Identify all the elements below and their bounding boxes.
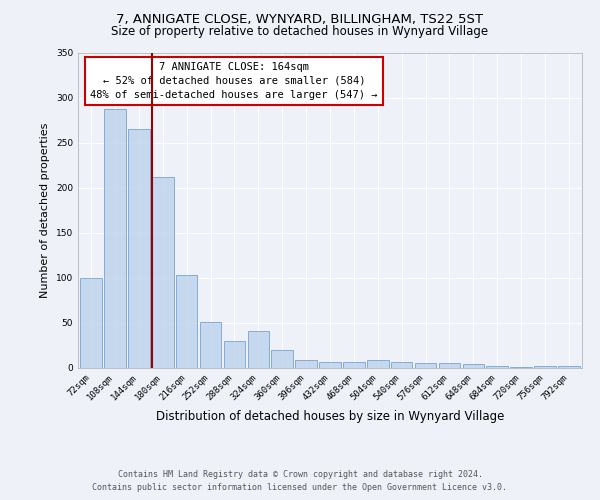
- Bar: [200, 322, 221, 368]
- Text: 7 ANNIGATE CLOSE: 164sqm
← 52% of detached houses are smaller (584)
48% of semi-: 7 ANNIGATE CLOSE: 164sqm ← 52% of detach…: [91, 62, 378, 100]
- Bar: [224, 340, 245, 367]
- Bar: [487, 366, 508, 368]
- Bar: [367, 360, 389, 368]
- Text: Contains HM Land Registry data © Crown copyright and database right 2024.
Contai: Contains HM Land Registry data © Crown c…: [92, 470, 508, 492]
- Bar: [248, 330, 269, 368]
- Bar: [511, 366, 532, 368]
- Bar: [534, 366, 556, 368]
- Bar: [271, 350, 293, 368]
- Text: 7, ANNIGATE CLOSE, WYNYARD, BILLINGHAM, TS22 5ST: 7, ANNIGATE CLOSE, WYNYARD, BILLINGHAM, …: [116, 12, 484, 26]
- Bar: [295, 360, 317, 368]
- X-axis label: Distribution of detached houses by size in Wynyard Village: Distribution of detached houses by size …: [156, 410, 504, 423]
- Bar: [152, 176, 173, 368]
- Bar: [463, 364, 484, 368]
- Bar: [176, 275, 197, 368]
- Bar: [319, 362, 341, 368]
- Bar: [439, 363, 460, 368]
- Text: Size of property relative to detached houses in Wynyard Village: Size of property relative to detached ho…: [112, 25, 488, 38]
- Bar: [104, 109, 126, 368]
- Y-axis label: Number of detached properties: Number of detached properties: [40, 122, 50, 298]
- Bar: [128, 129, 149, 368]
- Bar: [558, 366, 580, 368]
- Bar: [343, 362, 365, 368]
- Bar: [80, 278, 102, 368]
- Bar: [415, 363, 436, 368]
- Bar: [391, 362, 412, 368]
